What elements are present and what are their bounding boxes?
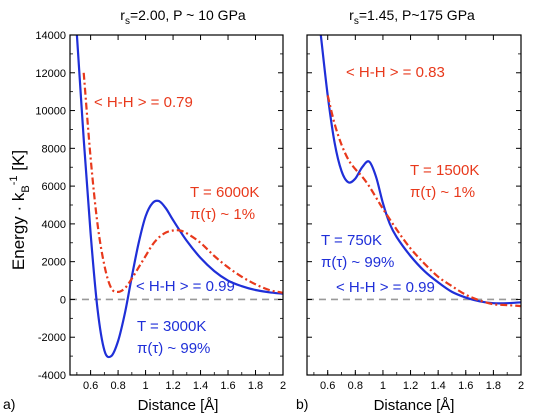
x-tick-label: 1.6 bbox=[458, 380, 473, 392]
annotation-pi-1pct-b: π(τ) ~ 1% bbox=[410, 184, 475, 201]
y-tick-label: -4000 bbox=[38, 370, 66, 382]
x-tick-label: 1.8 bbox=[486, 380, 501, 392]
panel-b-label: b) bbox=[296, 396, 308, 412]
y-axis-label-sub: B bbox=[20, 185, 32, 192]
annotation-pi-1pct-a: π(τ) ~ 1% bbox=[190, 206, 255, 223]
y-axis-label: Energy · kB-1 [K] bbox=[8, 150, 32, 270]
annotation-t-750k: T = 750K bbox=[321, 232, 382, 249]
panel-a: rs=2.00, P ~ 10 GPa a) Distance [Å] < H-… bbox=[3, 7, 286, 414]
panel-a-label: a) bbox=[3, 396, 15, 412]
annotation-hh-079: < H-H > = 0.79 bbox=[94, 94, 193, 111]
series-blue-solid-line bbox=[319, 35, 521, 305]
panel-a-x-axis-label: Distance [Å] bbox=[138, 397, 219, 414]
y-axis-label-sup: -1 bbox=[8, 175, 20, 185]
y-tick-label: 12000 bbox=[35, 68, 66, 80]
panel-b: rs=1.45, P~175 GPa b) Distance [Å] < H-H… bbox=[296, 7, 524, 414]
y-tick-label: 0 bbox=[60, 294, 66, 306]
annotation-t-6000k: T = 6000K bbox=[190, 184, 259, 201]
x-tick-label: 2 bbox=[280, 380, 286, 392]
y-tick-label: -2000 bbox=[38, 332, 66, 344]
x-tick-label: 1.4 bbox=[431, 380, 446, 392]
x-tick-label: 1.8 bbox=[248, 380, 263, 392]
panel-b-x-axis-label: Distance [Å] bbox=[374, 397, 455, 414]
panel-a-title: rs=2.00, P ~ 10 GPa bbox=[120, 7, 246, 27]
y-tick-label: 8000 bbox=[42, 143, 66, 155]
annotation-hh-099-b: < H-H > = 0.99 bbox=[336, 279, 435, 296]
y-tick-label: 4000 bbox=[42, 219, 66, 231]
y-tick-label: 10000 bbox=[35, 106, 66, 118]
x-tick-label: 1 bbox=[380, 380, 386, 392]
x-tick-label: 1.4 bbox=[193, 380, 208, 392]
annotation-hh-099-a: < H-H > = 0.99 bbox=[136, 278, 235, 295]
x-tick-label: 0.8 bbox=[110, 380, 125, 392]
annotation-pi-99pct-b: π(τ) ~ 99% bbox=[321, 254, 394, 271]
x-tick-label: 0.6 bbox=[320, 380, 335, 392]
series-red-dashdot-line bbox=[326, 95, 521, 308]
x-tick-label: 1 bbox=[143, 380, 149, 392]
y-tick-label: 6000 bbox=[42, 181, 66, 193]
x-tick-label: 1.2 bbox=[165, 380, 180, 392]
annotation-hh-083: < H-H > = 0.83 bbox=[346, 64, 445, 81]
y-tick-label: 2000 bbox=[42, 257, 66, 269]
panel-b-title: rs=1.45, P~175 GPa bbox=[349, 7, 475, 27]
annotation-t-1500k: T = 1500K bbox=[410, 162, 479, 179]
annotation-t-3000k: T = 3000K bbox=[137, 318, 206, 335]
series-red-dashdot-line bbox=[82, 72, 283, 294]
x-tick-label: 1.6 bbox=[220, 380, 235, 392]
x-tick-label: 0.8 bbox=[348, 380, 363, 392]
x-tick-label: 1.2 bbox=[403, 380, 418, 392]
annotation-pi-99pct-a: π(τ) ~ 99% bbox=[137, 340, 210, 357]
series-blue-solid-line bbox=[75, 35, 283, 359]
x-tick-label: 2 bbox=[518, 380, 524, 392]
x-tick-label: 0.6 bbox=[83, 380, 98, 392]
plot-frame bbox=[306, 34, 522, 376]
y-tick-label: 14000 bbox=[35, 30, 66, 42]
